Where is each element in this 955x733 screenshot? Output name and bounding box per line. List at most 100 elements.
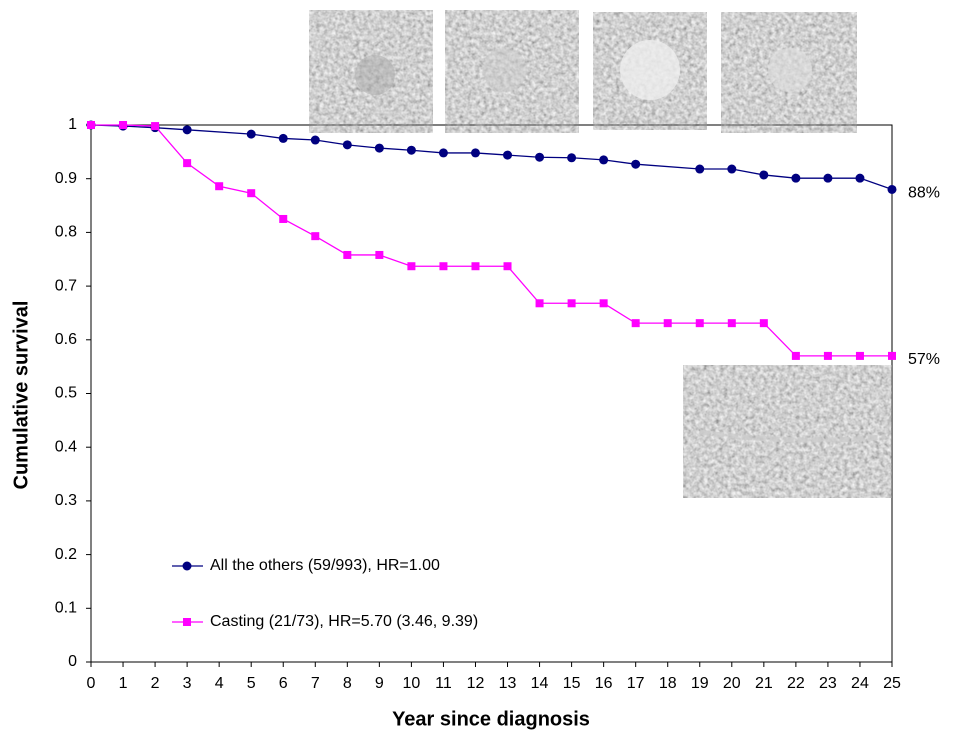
x-tick-label: 23 bbox=[819, 675, 837, 692]
x-axis-title: Year since diagnosis bbox=[392, 708, 590, 730]
x-tick-label: 11 bbox=[435, 675, 452, 692]
legend-marker bbox=[183, 618, 191, 626]
data-point bbox=[535, 152, 545, 162]
x-tick-label: 17 bbox=[627, 675, 645, 692]
data-point bbox=[535, 299, 544, 308]
y-axis-title: Cumulative survival bbox=[10, 301, 32, 490]
series-line bbox=[90, 124, 893, 191]
data-point bbox=[87, 121, 95, 129]
x-tick-label: 20 bbox=[723, 675, 741, 692]
data-point bbox=[855, 173, 865, 183]
x-tick-label: 10 bbox=[403, 675, 421, 692]
y-tick-label: 0.8 bbox=[55, 224, 77, 241]
data-point bbox=[342, 140, 352, 150]
x-tick-label: 3 bbox=[183, 675, 192, 692]
data-point bbox=[470, 148, 480, 158]
data-point bbox=[887, 184, 897, 194]
data-point bbox=[375, 250, 384, 259]
y-tick-label: 0.6 bbox=[55, 331, 77, 348]
data-point bbox=[631, 319, 640, 328]
image-5-line bbox=[699, 429, 886, 443]
data-point bbox=[823, 351, 832, 360]
x-tick-label: 8 bbox=[343, 675, 352, 692]
x-tick-label: 22 bbox=[787, 675, 805, 692]
x-tick-label: 14 bbox=[531, 675, 549, 692]
data-point bbox=[503, 262, 512, 271]
images bbox=[309, 10, 892, 498]
data-point bbox=[888, 351, 896, 360]
data-point bbox=[279, 214, 288, 223]
y-tick-label: 0.5 bbox=[55, 385, 77, 402]
data-point bbox=[791, 351, 800, 360]
data-point bbox=[791, 173, 801, 183]
legend-label: Casting (21/73), HR=5.70 (3.46, 9.39) bbox=[210, 613, 478, 630]
x-tick-label: 19 bbox=[691, 675, 709, 692]
x-tick-label: 18 bbox=[659, 675, 677, 692]
x-tick-label: 5 bbox=[247, 675, 256, 692]
data-point bbox=[119, 121, 128, 129]
x-tick-label: 15 bbox=[563, 675, 581, 692]
data-point bbox=[695, 319, 704, 328]
data-point bbox=[407, 262, 416, 271]
data-point bbox=[503, 150, 513, 160]
data-point bbox=[343, 250, 352, 259]
data-point bbox=[406, 145, 416, 155]
data-point bbox=[246, 129, 256, 139]
data-point bbox=[182, 125, 192, 135]
x-tick-label: 2 bbox=[151, 675, 160, 692]
data-point bbox=[310, 135, 320, 145]
data-point bbox=[438, 148, 448, 158]
data-point bbox=[215, 182, 224, 191]
image-2-spot bbox=[483, 48, 527, 92]
y-tick-label: 0.3 bbox=[55, 492, 77, 509]
data-point bbox=[631, 159, 641, 169]
y-tick-label: 0 bbox=[68, 653, 77, 670]
x-tick-label: 21 bbox=[755, 675, 773, 692]
x-tick-label: 12 bbox=[467, 675, 485, 692]
x-tick-label: 24 bbox=[851, 675, 869, 692]
data-point bbox=[439, 262, 448, 271]
data-point bbox=[823, 173, 833, 183]
end-label: 88% bbox=[908, 185, 940, 202]
x-tick-label: 0 bbox=[87, 675, 96, 692]
series-line bbox=[91, 124, 892, 357]
data-point bbox=[567, 299, 576, 308]
x-tick-label: 7 bbox=[311, 675, 320, 692]
data-point bbox=[567, 153, 577, 163]
data-point bbox=[855, 351, 864, 360]
data-point bbox=[151, 122, 160, 131]
data-point bbox=[599, 155, 609, 165]
data-point bbox=[311, 232, 320, 241]
x-tick-label: 9 bbox=[375, 675, 384, 692]
data-point bbox=[759, 319, 768, 328]
end-label: 57% bbox=[908, 351, 940, 368]
data-point bbox=[727, 319, 736, 328]
data-point bbox=[247, 189, 256, 198]
y-tick-label: 0.4 bbox=[55, 438, 77, 455]
data-point bbox=[663, 319, 672, 328]
data-point bbox=[183, 159, 192, 168]
data-point bbox=[759, 170, 769, 180]
y-tick-label: 0.2 bbox=[55, 546, 77, 563]
data-point bbox=[695, 164, 705, 174]
y-tick-label: 1 bbox=[68, 116, 77, 133]
image-1-spot bbox=[355, 55, 395, 95]
x-tick-label: 1 bbox=[119, 675, 128, 692]
x-tick-label: 16 bbox=[595, 675, 613, 692]
x-tick-label: 4 bbox=[215, 675, 224, 692]
y-tick-label: 0.7 bbox=[55, 277, 77, 294]
legend-marker bbox=[182, 561, 192, 571]
data-point bbox=[374, 143, 384, 153]
data-point bbox=[278, 133, 288, 143]
x-tick-label: 6 bbox=[279, 675, 288, 692]
x-tick-label: 13 bbox=[499, 675, 517, 692]
x-tick-label: 25 bbox=[883, 675, 901, 692]
y-tick-label: 0.9 bbox=[55, 170, 77, 187]
legend-label: All the others (59/993), HR=1.00 bbox=[210, 557, 440, 574]
image-2 bbox=[445, 10, 579, 133]
image-3-spot bbox=[620, 40, 680, 100]
image-4-spot bbox=[768, 48, 812, 92]
data-point bbox=[599, 299, 608, 308]
data-point bbox=[727, 164, 737, 174]
